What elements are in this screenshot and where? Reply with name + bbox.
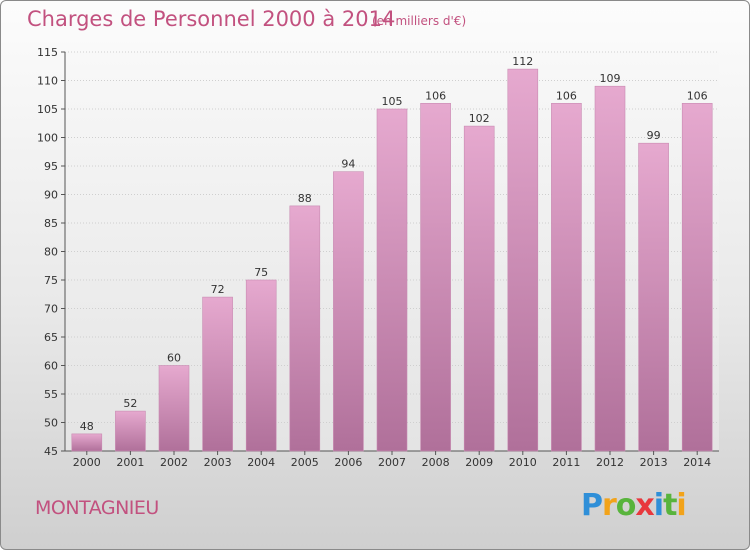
y-tick-label-50: 50	[44, 417, 58, 430]
logo-letter: i	[676, 488, 686, 523]
data-label-2007: 105	[382, 95, 403, 108]
bar-2014	[681, 103, 713, 452]
data-label-2013: 99	[647, 129, 661, 142]
x-tick-label-2009: 2009	[465, 456, 493, 469]
bar-2002	[158, 365, 190, 452]
town-name: MONTAGNIEU	[35, 497, 159, 519]
bar-2011	[551, 103, 582, 452]
bar-2004	[245, 279, 277, 452]
x-tick-label-2003: 2003	[204, 456, 232, 469]
data-label-2010: 112	[512, 55, 533, 68]
x-tick-label-2008: 2008	[422, 456, 450, 469]
y-tick-label-105: 105	[37, 103, 58, 116]
y-tick-label-90: 90	[44, 189, 58, 202]
y-tick-label-85: 85	[44, 217, 58, 230]
x-tick-label-2005: 2005	[291, 456, 319, 469]
logo-letter: i	[653, 488, 664, 523]
x-tick-label-2000: 2000	[73, 456, 101, 469]
y-tick-label-45: 45	[44, 445, 58, 458]
logo-letter: P	[581, 488, 603, 523]
logo-letter: t	[663, 488, 677, 523]
y-tick-label-60: 60	[44, 360, 58, 373]
x-tick-label-2013: 2013	[640, 456, 668, 469]
logo-letter: o	[615, 488, 637, 523]
bar-2003	[202, 296, 233, 452]
data-label-2011: 106	[556, 89, 577, 102]
y-tick-label-100: 100	[37, 132, 58, 145]
data-label-2009: 102	[469, 112, 490, 125]
bar-2005	[289, 205, 321, 452]
x-tick-label-2014: 2014	[683, 456, 711, 469]
y-tick-label-75: 75	[44, 274, 58, 287]
data-label-2000: 48	[80, 420, 94, 433]
data-label-2014: 106	[687, 89, 708, 102]
bar-2010	[507, 68, 539, 452]
y-tick-label-115: 115	[37, 46, 58, 59]
x-tick-label-2002: 2002	[160, 456, 188, 469]
data-label-2001: 52	[123, 397, 137, 410]
chart-subtitle: (en milliers d'€)	[372, 14, 467, 28]
chart-title: Charges de Personnel 2000 à 2014	[27, 7, 396, 31]
x-tick-label-2007: 2007	[378, 456, 406, 469]
proxiti-logo: Proxiti	[581, 488, 687, 523]
x-tick-label-2012: 2012	[596, 456, 624, 469]
bar-2008	[420, 103, 451, 452]
logo-letter: r	[602, 488, 617, 523]
data-label-2003: 72	[211, 283, 225, 296]
y-tick-label-95: 95	[44, 160, 58, 173]
data-label-2002: 60	[167, 352, 181, 365]
bar-2009	[463, 125, 495, 452]
data-label-2006: 94	[341, 158, 355, 171]
x-tick-label-2011: 2011	[552, 456, 580, 469]
y-tick-label-65: 65	[44, 331, 58, 344]
bar-2006	[333, 171, 364, 452]
data-label-2012: 109	[600, 72, 621, 85]
x-tick-label-2010: 2010	[509, 456, 537, 469]
y-tick-label-110: 110	[37, 75, 58, 88]
x-tick-label-2006: 2006	[334, 456, 362, 469]
data-label-2005: 88	[298, 192, 312, 205]
y-tick-label-80: 80	[44, 246, 58, 259]
data-label-2004: 75	[254, 266, 268, 279]
bar-2001	[115, 410, 146, 452]
y-tick-label-55: 55	[44, 388, 58, 401]
data-label-2008: 106	[425, 89, 446, 102]
bar-2013	[638, 142, 669, 452]
bar-2000	[71, 433, 103, 452]
bar-2012	[594, 85, 626, 452]
bar-2007	[376, 108, 408, 452]
logo-letter: x	[635, 488, 654, 523]
y-tick-label-70: 70	[44, 303, 58, 316]
x-tick-label-2004: 2004	[247, 456, 275, 469]
x-tick-label-2001: 2001	[116, 456, 144, 469]
